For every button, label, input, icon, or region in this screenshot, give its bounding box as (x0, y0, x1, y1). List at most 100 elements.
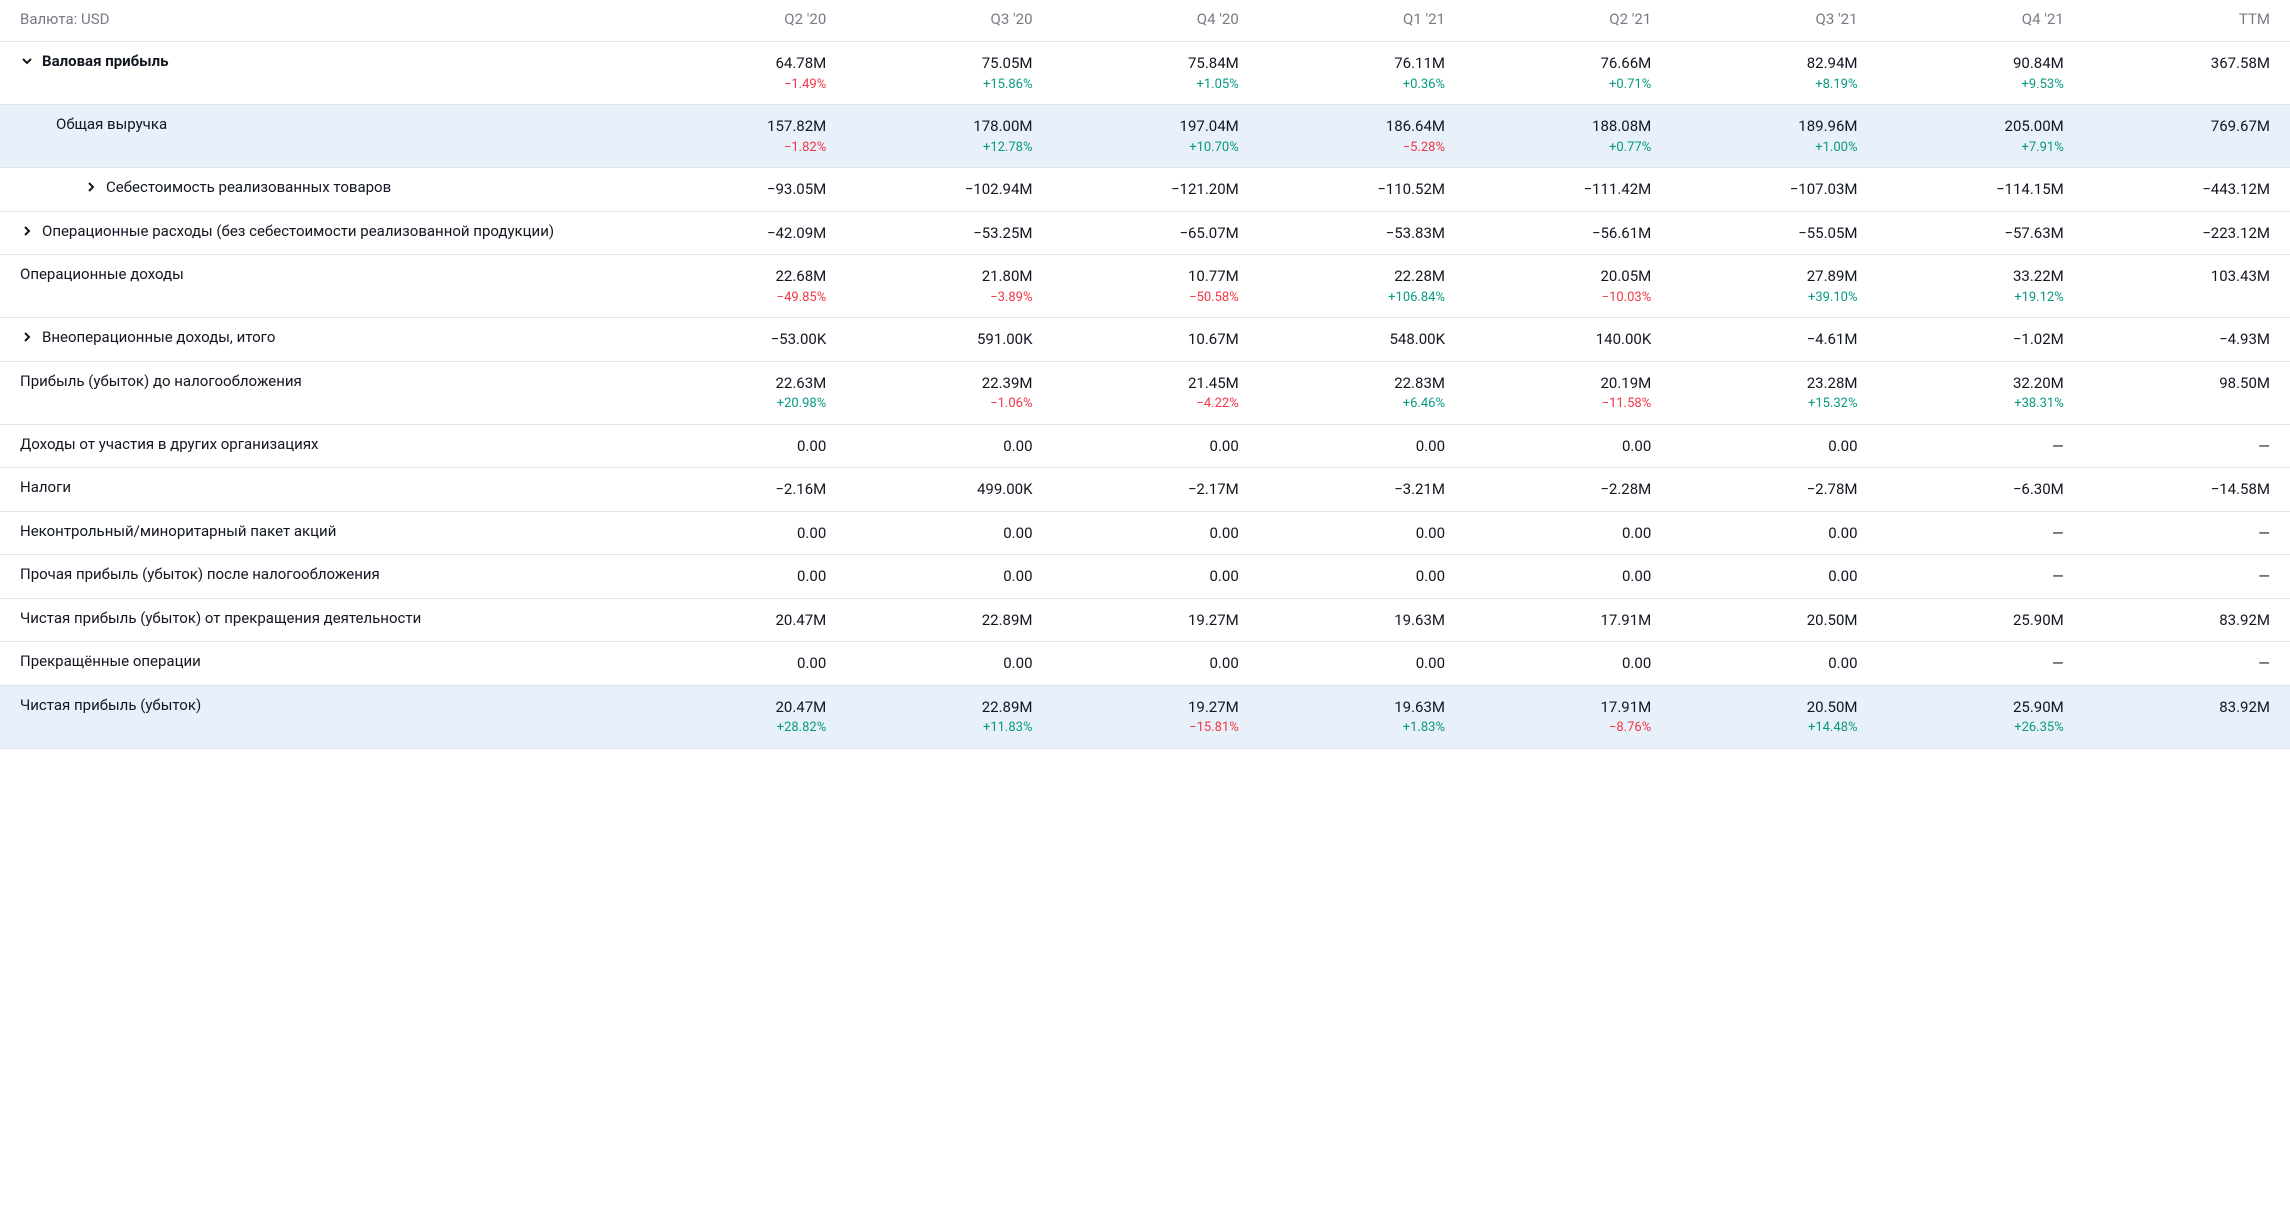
row-label-text: Прочая прибыль (убыток) после налогообло… (20, 565, 380, 583)
data-cell: 22.89M (846, 609, 1052, 632)
chevron-right-icon[interactable] (20, 224, 34, 238)
col-header[interactable]: TTM (2084, 10, 2290, 28)
cell-value: 205.00M (2005, 115, 2064, 138)
row-label[interactable]: Внеоперационные доходы, итого (0, 328, 640, 346)
cell-pct-change: −3.89% (990, 288, 1032, 308)
row-label: Операционные доходы (0, 265, 640, 283)
col-header[interactable]: Q4 '20 (1053, 10, 1259, 28)
cell-value: −4.93M (2219, 328, 2270, 351)
cell-value: 22.68M (775, 265, 826, 288)
cell-value: 499.00K (977, 478, 1033, 501)
cell-value: 90.84M (2013, 52, 2064, 75)
cell-value: −110.52M (1377, 178, 1445, 201)
row-label-text: Внеоперационные доходы, итого (42, 328, 275, 346)
cell-value: 0.00 (1416, 652, 1445, 675)
data-cell: 82.94M+8.19% (1671, 52, 1877, 94)
cell-value: 0.00 (1416, 565, 1445, 588)
data-cell: — (2084, 565, 2290, 588)
col-header[interactable]: Q3 '20 (846, 10, 1052, 28)
cell-value: 189.96M (1798, 115, 1857, 138)
table-row: Прибыль (убыток) до налогообложения22.63… (0, 362, 2290, 425)
data-cell: −93.05M (640, 178, 846, 201)
data-cell: 0.00 (1053, 652, 1259, 675)
data-cell: 25.90M+26.35% (1878, 696, 2084, 738)
chevron-right-icon[interactable] (84, 180, 98, 194)
data-cell: −102.94M (846, 178, 1052, 201)
cell-pct-change: +15.86% (983, 75, 1033, 95)
data-cell: −53.00K (640, 328, 846, 351)
cell-value: 0.00 (1003, 652, 1032, 675)
row-label[interactable]: Валовая прибыль (0, 52, 640, 70)
row-label[interactable]: Себестоимость реализованных товаров (0, 178, 640, 196)
data-cell: −56.61M (1465, 222, 1671, 245)
col-header[interactable]: Q1 '21 (1259, 10, 1465, 28)
data-cell: 19.63M+1.83% (1259, 696, 1465, 738)
data-cell: 75.05M+15.86% (846, 52, 1052, 94)
cell-pct-change: +7.91% (2022, 138, 2064, 158)
data-cell: 98.50M (2084, 372, 2290, 395)
data-cell: 27.89M+39.10% (1671, 265, 1877, 307)
cell-pct-change: −1.06% (990, 394, 1032, 414)
cell-value: −1.02M (2013, 328, 2064, 351)
data-cell: −2.78M (1671, 478, 1877, 501)
row-label-text: Чистая прибыль (убыток) (20, 696, 201, 714)
cell-value: 82.94M (1807, 52, 1858, 75)
cell-value: — (2258, 522, 2270, 545)
row-label[interactable]: Операционные расходы (без себестоимости … (0, 222, 640, 240)
cell-value: −114.15M (1996, 178, 2064, 201)
data-cell: −55.05M (1671, 222, 1877, 245)
cell-value: 0.00 (1416, 522, 1445, 545)
data-cell: 22.39M−1.06% (846, 372, 1052, 414)
chevron-down-icon[interactable] (20, 54, 34, 68)
col-header[interactable]: Q3 '21 (1671, 10, 1877, 28)
row-label-text: Чистая прибыль (убыток) от прекращения д… (20, 609, 421, 627)
cell-value: 20.47M (775, 609, 826, 632)
cell-value: 188.08M (1592, 115, 1651, 138)
cell-pct-change: −1.49% (784, 75, 826, 95)
cell-value: −443.12M (2202, 178, 2270, 201)
data-cell: −2.28M (1465, 478, 1671, 501)
data-cell: −111.42M (1465, 178, 1671, 201)
table-row: Прочая прибыль (убыток) после налогообло… (0, 555, 2290, 599)
financials-table: Валюта: USD Q2 '20 Q3 '20 Q4 '20 Q1 '21 … (0, 0, 2290, 749)
cell-value: — (2052, 435, 2064, 458)
cell-value: — (2052, 522, 2064, 545)
data-cell: 591.00K (846, 328, 1052, 351)
data-cell: 64.78M−1.49% (640, 52, 846, 94)
cell-value: 591.00K (977, 328, 1033, 351)
col-header[interactable]: Q4 '21 (1878, 10, 2084, 28)
data-cell: 22.28M+106.84% (1259, 265, 1465, 307)
data-cell: 0.00 (1465, 652, 1671, 675)
cell-value: 75.05M (982, 52, 1033, 75)
cell-value: 98.50M (2219, 372, 2270, 395)
row-label-text: Налоги (20, 478, 71, 496)
cell-pct-change: +6.46% (1403, 394, 1445, 414)
cell-value: 75.84M (1188, 52, 1239, 75)
currency-label: Валюта: USD (0, 10, 640, 28)
cell-pct-change: +39.10% (1808, 288, 1858, 308)
data-cell: 0.00 (1259, 652, 1465, 675)
data-cell: — (1878, 565, 2084, 588)
table-row: Чистая прибыль (убыток) от прекращения д… (0, 599, 2290, 643)
col-header[interactable]: Q2 '20 (640, 10, 846, 28)
cell-value: 103.43M (2211, 265, 2270, 288)
cell-pct-change: +10.70% (1189, 138, 1239, 158)
data-cell: 20.47M (640, 609, 846, 632)
data-cell: 0.00 (640, 565, 846, 588)
data-cell: −3.21M (1259, 478, 1465, 501)
cell-value: 178.00M (973, 115, 1032, 138)
chevron-right-icon[interactable] (20, 330, 34, 344)
cell-pct-change: −50.58% (1189, 288, 1239, 308)
cell-value: 0.00 (1003, 435, 1032, 458)
cell-value: 19.27M (1188, 696, 1239, 719)
cell-value: 25.90M (2013, 609, 2064, 632)
data-cell: 189.96M+1.00% (1671, 115, 1877, 157)
row-label-text: Операционные расходы (без себестоимости … (42, 222, 554, 240)
cell-value: −53.83M (1386, 222, 1445, 245)
col-header[interactable]: Q2 '21 (1465, 10, 1671, 28)
cell-pct-change: −49.85% (777, 288, 827, 308)
cell-value: 32.20M (2013, 372, 2064, 395)
data-cell: 178.00M+12.78% (846, 115, 1052, 157)
cell-value: −3.21M (1394, 478, 1445, 501)
cell-value: −53.25M (973, 222, 1032, 245)
